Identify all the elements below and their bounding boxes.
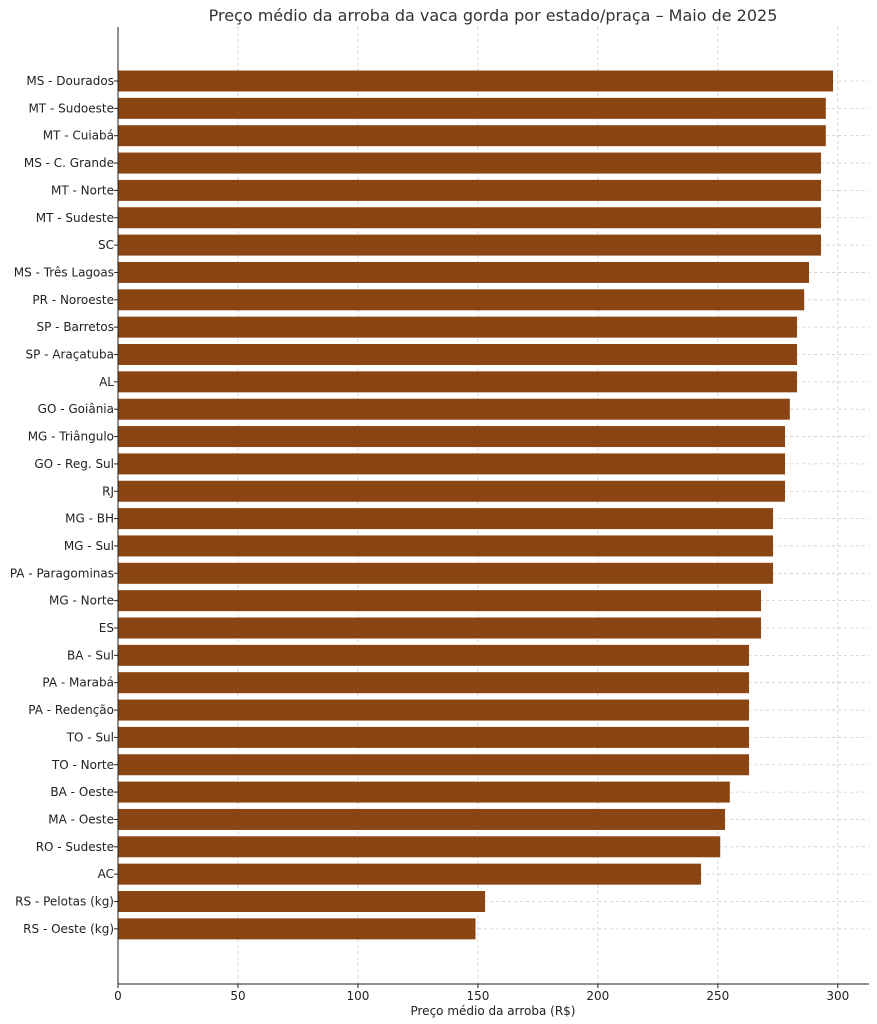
bar xyxy=(118,508,774,530)
bar xyxy=(118,836,721,858)
x-tick-label: 300 xyxy=(826,989,849,1003)
y-tick-label: MG - BH xyxy=(65,512,114,526)
bar xyxy=(118,371,798,393)
y-tick-label: MG - Triângulo xyxy=(28,430,114,444)
bar xyxy=(118,754,750,776)
y-tick-label: GO - Goiânia xyxy=(38,402,114,416)
y-tick-label: TO - Sul xyxy=(66,730,114,744)
x-axis-label: Preço médio da arroba (R$) xyxy=(410,1004,575,1018)
bar xyxy=(118,808,726,830)
bar xyxy=(118,179,822,201)
y-tick-label: MT - Cuiabá xyxy=(43,129,114,143)
y-tick-label: MA - Oeste xyxy=(48,812,114,826)
x-tick-label: 50 xyxy=(230,989,245,1003)
bar xyxy=(118,480,786,502)
bar xyxy=(118,289,805,311)
bars xyxy=(118,70,834,940)
bar xyxy=(118,453,786,475)
y-tick-label: PA - Paragominas xyxy=(10,566,114,580)
bar xyxy=(118,891,486,912)
bar xyxy=(118,644,750,666)
y-tick-label: BA - Sul xyxy=(67,648,114,662)
bar xyxy=(118,152,822,174)
bar xyxy=(118,97,826,119)
chart-title: Preço médio da arroba da vaca gorda por … xyxy=(209,6,778,25)
y-tick-labels: MS - Dourados MT - Sudoeste MT - Cuiabá MS … xyxy=(10,74,114,936)
y-tick-label: ES xyxy=(99,621,114,635)
x-tick-label: 250 xyxy=(706,989,729,1003)
y-tick-label: MT - Norte xyxy=(51,183,114,197)
y-tick-label: BA - Oeste xyxy=(50,785,114,799)
y-tick-label: GO - Reg. Sul xyxy=(34,457,114,471)
y-tick-label: PA - Redenção xyxy=(28,703,114,717)
bar xyxy=(118,590,762,612)
bar xyxy=(118,863,702,885)
bar xyxy=(118,426,786,448)
y-tick-label: SC xyxy=(98,238,114,252)
y-tick-label: AC xyxy=(98,867,114,881)
y-tick-label: RO - Sudeste xyxy=(36,840,114,854)
bar xyxy=(118,918,476,940)
y-tick-label: MG - Norte xyxy=(49,594,114,608)
y-tick-label: MS - Dourados xyxy=(26,74,114,88)
x-tick-label: 100 xyxy=(346,989,369,1003)
y-tick-label: RS - Oeste (kg) xyxy=(23,922,114,936)
axes xyxy=(114,27,869,988)
bar xyxy=(118,125,826,147)
bar xyxy=(118,617,762,639)
bar xyxy=(118,261,810,283)
y-tick-label: TO - Norte xyxy=(51,758,114,772)
y-tick-label: AL xyxy=(99,375,114,389)
y-tick-label: SP - Barretos xyxy=(37,320,114,334)
bar xyxy=(118,207,822,229)
bar xyxy=(118,535,774,557)
bar xyxy=(118,781,730,803)
y-tick-label: MG - Sul xyxy=(64,539,114,553)
y-tick-label: MT - Sudeste xyxy=(36,211,114,225)
y-tick-label: RS - Pelotas (kg) xyxy=(15,895,114,909)
x-tick-label: 150 xyxy=(466,989,489,1003)
y-tick-label: SP - Araçatuba xyxy=(25,348,114,362)
bar xyxy=(118,70,834,92)
y-tick-label: MS - Três Lagoas xyxy=(14,265,114,279)
bar xyxy=(118,699,750,721)
y-tick-label: MT - Sudoeste xyxy=(28,101,114,115)
x-tick-label: 0 xyxy=(114,989,122,1003)
bar xyxy=(118,398,790,420)
y-tick-label: PR - Noroeste xyxy=(32,293,114,307)
x-tick-label: 200 xyxy=(586,989,609,1003)
y-tick-label: MS - C. Grande xyxy=(24,156,114,170)
bar xyxy=(118,562,774,584)
bar xyxy=(118,316,798,338)
y-tick-label: RJ xyxy=(102,484,114,498)
bar xyxy=(118,726,750,748)
x-tick-labels: 0 50 100 150 200 250 300 xyxy=(114,989,849,1003)
y-tick-label: PA - Marabá xyxy=(42,676,114,690)
bar xyxy=(118,234,822,256)
bar xyxy=(118,344,798,365)
bar xyxy=(118,672,750,694)
